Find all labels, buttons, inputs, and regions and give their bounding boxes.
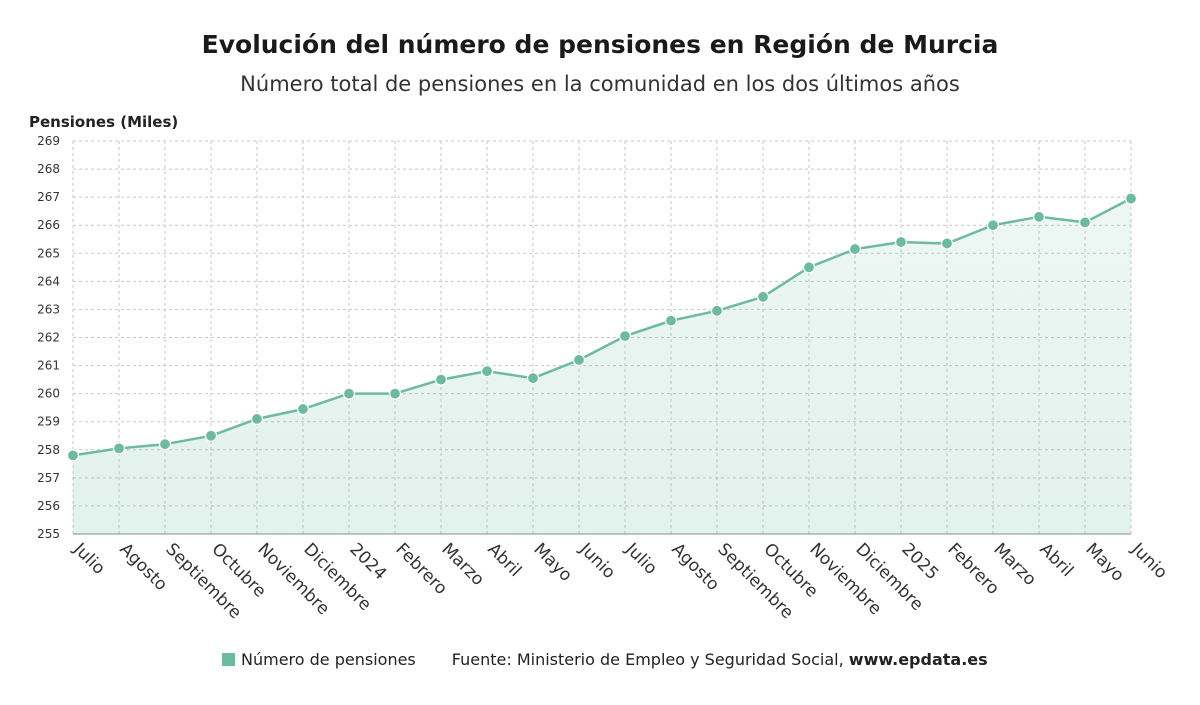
y-axis-label: Pensiones (Miles): [29, 113, 179, 131]
data-point[interactable]: [802, 261, 816, 274]
data-points: [66, 192, 1138, 462]
data-point[interactable]: [342, 387, 356, 400]
data-point[interactable]: [480, 365, 494, 378]
y-tick-label: 263: [37, 302, 60, 316]
data-point[interactable]: [664, 314, 678, 327]
x-tick-label: Abril: [1035, 539, 1077, 581]
y-tick-label: 264: [37, 274, 60, 288]
y-tick-label: 260: [37, 387, 60, 401]
data-point[interactable]: [66, 449, 80, 462]
line-chart: 255 256 257 258 259 260 261 262 263 264 265 266 267 2…: [37, 134, 1171, 623]
y-tick-label: 257: [37, 471, 60, 485]
data-point[interactable]: [204, 429, 218, 442]
legend-series-label: Número de pensiones: [241, 650, 416, 669]
data-point[interactable]: [1078, 216, 1092, 229]
y-tick-label: 267: [37, 190, 60, 204]
x-tick-label: Julio: [621, 539, 661, 579]
y-tick-label: 265: [37, 246, 60, 260]
data-point[interactable]: [572, 353, 586, 367]
area-path: [73, 198, 1131, 534]
y-tick-label: 261: [37, 359, 60, 373]
y-tick-label: 256: [37, 499, 60, 513]
data-point[interactable]: [940, 237, 954, 250]
data-point[interactable]: [986, 219, 1000, 232]
chart-title: Evolución del número de pensiones en Reg…: [201, 30, 999, 59]
legend: Número de pensiones Fuente: Ministerio d…: [222, 650, 988, 669]
data-point[interactable]: [848, 242, 862, 256]
y-tick-label: 266: [37, 218, 60, 232]
data-point[interactable]: [756, 290, 770, 303]
x-tick-label: Agosto: [115, 539, 171, 595]
y-tick-label: 269: [37, 134, 60, 148]
series-line: [72, 197, 1132, 457]
data-point[interactable]: [526, 372, 540, 385]
x-tick-label: Julio: [69, 539, 109, 579]
x-tick-labels: Julio AgostoSeptiembreOctubreNoviembreDic…: [69, 539, 1171, 623]
x-tick-label: Junio: [1127, 539, 1171, 583]
data-point[interactable]: [112, 442, 126, 455]
x-tick-label: Mayo: [1081, 539, 1127, 585]
data-point[interactable]: [434, 373, 448, 386]
x-tick-label: Abril: [483, 539, 525, 581]
area-fill: [73, 198, 1131, 534]
y-tick-label: 259: [37, 415, 60, 429]
data-point[interactable]: [710, 304, 724, 317]
y-tick-label: 262: [37, 331, 60, 345]
data-point[interactable]: [158, 438, 172, 451]
source-site: www.epdata.es: [848, 650, 988, 669]
legend-swatch: [222, 653, 235, 666]
series-path: [72, 197, 1132, 457]
y-tick-label: 255: [37, 527, 60, 541]
source-note: Fuente: Ministerio de Empleo y Seguridad…: [452, 650, 988, 669]
x-tick-label: Agosto: [667, 539, 723, 595]
data-point[interactable]: [618, 329, 632, 343]
data-point[interactable]: [1124, 192, 1138, 205]
x-tick-label: Mayo: [529, 539, 575, 585]
data-point[interactable]: [894, 235, 908, 249]
chart-subtitle: Número total de pensiones en la comunida…: [240, 72, 960, 96]
data-point[interactable]: [388, 387, 402, 400]
x-tick-label: Junio: [575, 539, 619, 583]
data-point[interactable]: [250, 412, 264, 426]
y-tick-label: 258: [37, 443, 60, 457]
source-label: Fuente: Ministerio de Empleo y Seguridad…: [451, 650, 844, 669]
data-point[interactable]: [296, 402, 310, 416]
y-tick-labels: 255 256 257 258 259 260 261 262 263 264 265 266 267 2…: [37, 134, 60, 541]
y-tick-label: 268: [37, 162, 60, 176]
data-point[interactable]: [1032, 210, 1046, 223]
